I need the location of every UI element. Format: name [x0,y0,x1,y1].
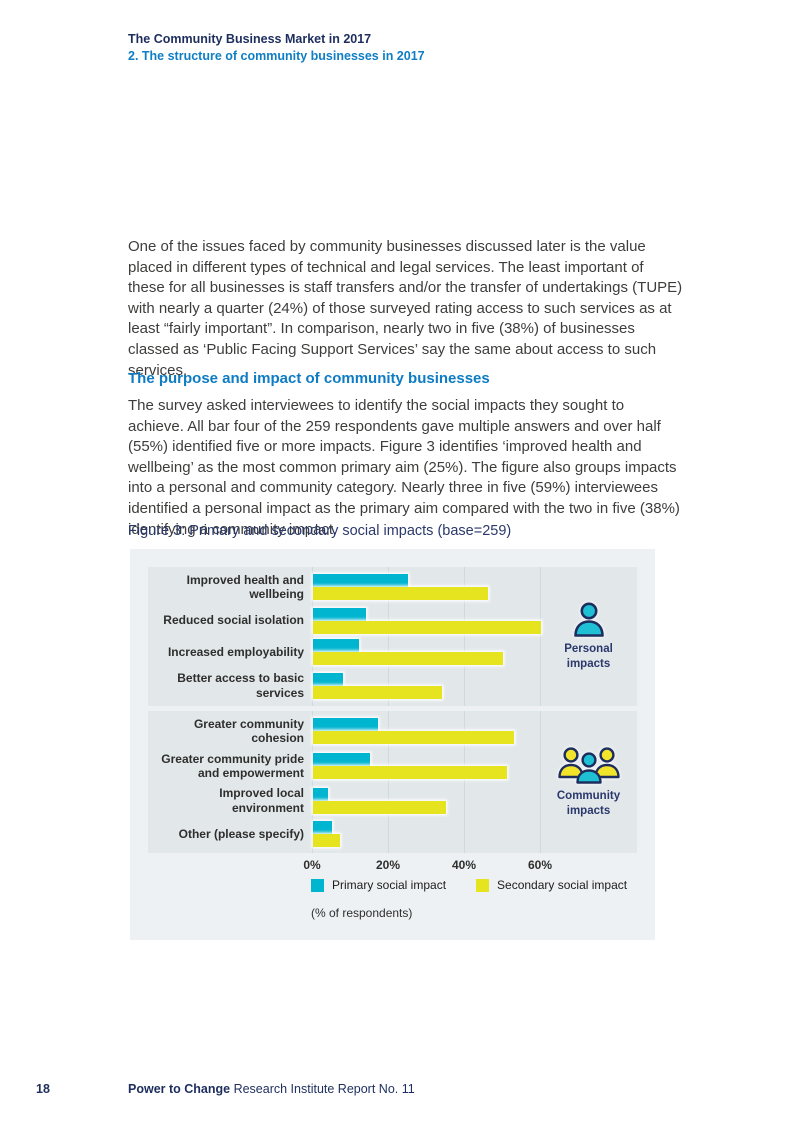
bar-primary [313,639,359,653]
running-header: The Community Business Market in 2017 2.… [128,31,425,65]
bar-primary [313,607,367,621]
x-axis-ticks: 0% 20% 40% 60% [130,858,655,874]
bar-group [313,753,637,780]
personal-impacts-panel: Improved health and wellbeing Reduced soc… [148,567,637,706]
gridline [388,567,389,706]
gridline [388,711,389,853]
primary-swatch [311,878,324,892]
chart-row: Increased employability [148,639,637,666]
footer-report: Research Institute Report No. 11 [233,1082,415,1096]
community-impacts-group: Community impacts [540,711,637,853]
category-label: Improved health and wellbeing [186,572,304,602]
bar-primary [313,672,344,686]
section-heading: The purpose and impact of community busi… [128,370,490,388]
community-impacts-label: Community impacts [556,789,621,817]
bar-secondary [313,587,488,601]
footer: Power to Change Research Institute Repor… [128,1082,415,1096]
report-title: The Community Business Market in 2017 [128,32,372,46]
category-label: Better access to basic services [177,671,304,700]
page-number: 18 [36,1082,50,1096]
category-label: Other (please specify) [178,826,304,841]
legend-label-secondary: Secondary social impact [497,878,628,892]
gridline [464,567,465,706]
x-axis-label: (% of respondents) [311,906,413,920]
figure-caption: Figure 3: Primary and secondary social i… [128,523,512,539]
bar-group [313,718,637,745]
category-label: Greater community pride and empowerment [161,751,304,781]
bar-group [313,607,637,634]
community-impacts-panel: Greater community cohesion Greater commun… [148,711,637,853]
axis-tick-label: 60% [527,858,553,872]
category-label: Increased employability [167,645,304,660]
bar-group [313,574,637,601]
bar-secondary [313,731,515,745]
chart-row: Improved health and wellbeing [148,573,637,602]
chapter-title: 2. The structure of community businesses… [128,49,425,63]
chart-row: Reduced social isolation [148,607,637,634]
footer-brand: Power to Change [128,1082,231,1096]
bar-primary [313,787,329,801]
bar-secondary [313,800,446,814]
bar-primary [313,574,408,588]
paragraph-2: The survey asked interviewees to identif… [128,397,680,538]
bar-group [313,672,637,699]
chart-row: Other (please specify) [148,821,637,848]
person-icon [573,602,604,637]
people-icon [557,746,620,784]
personal-impacts-group: Personal impacts [540,567,637,706]
chart-row: Improved local environment [148,786,637,815]
gridline [312,711,313,853]
legend-item-secondary: Secondary social impact [476,878,627,892]
figure-3-chart: Improved health and wellbeing Reduced soc… [130,549,655,940]
axis-tick-label: 40% [451,858,477,872]
gridline [464,711,465,853]
gridline [540,711,541,853]
axis-tick-label: 20% [375,858,401,872]
bar-secondary [313,766,507,780]
paragraph-1: One of the issues faced by community bus… [128,238,683,379]
bar-secondary [313,652,503,666]
legend-item-primary: Primary social impact [311,878,446,892]
chart-row: Better access to basic services [148,671,637,700]
bar-secondary [313,620,541,634]
gridline [312,567,313,706]
chart-row: Greater community pride and empowerment [148,752,637,781]
category-label: Improved local environment [219,786,304,815]
bar-primary [313,718,378,732]
legend-label-primary: Primary social impact [332,878,447,892]
axis-tick-label: 0% [303,858,321,872]
bar-group [313,821,637,848]
chart-legend: Primary social impact Secondary social i… [311,878,627,892]
bar-secondary [313,685,443,699]
bar-primary [313,753,370,767]
personal-impacts-label: Personal impacts [564,643,613,670]
bar-primary [313,821,332,835]
secondary-swatch [476,878,490,892]
gridline [540,567,541,706]
chart-row: Greater community cohesion [148,717,637,746]
category-label: Reduced social isolation [163,613,304,628]
bar-group [313,787,637,814]
bar-secondary [313,834,340,848]
category-label: Greater community cohesion [193,716,304,746]
bar-group [313,639,637,666]
